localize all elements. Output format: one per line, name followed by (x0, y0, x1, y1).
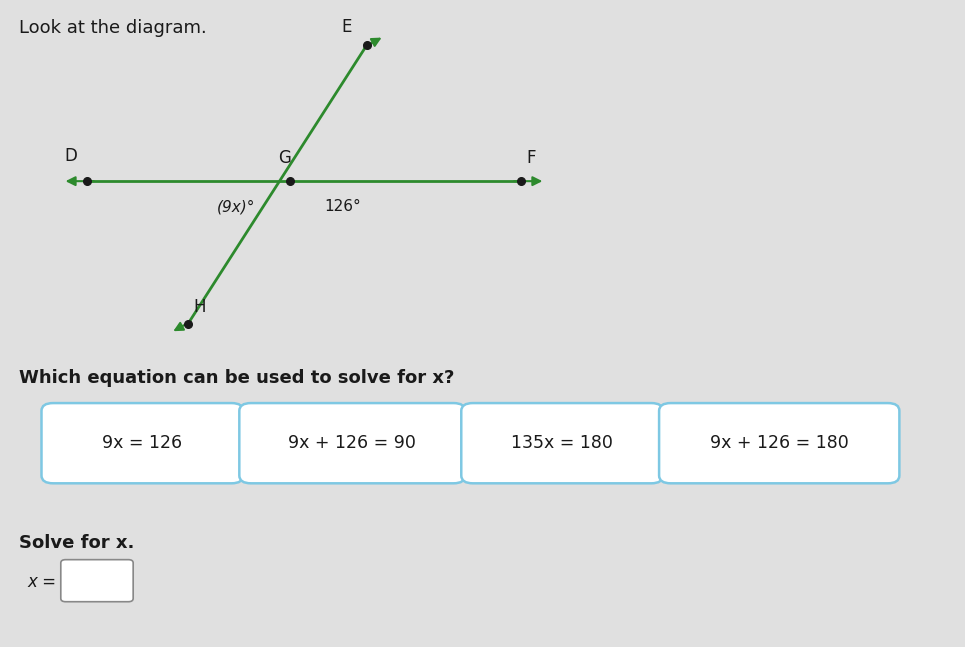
Text: (9x)°: (9x)° (217, 199, 256, 214)
FancyBboxPatch shape (239, 403, 465, 483)
FancyBboxPatch shape (61, 560, 133, 602)
Text: Solve for x.: Solve for x. (19, 534, 135, 552)
FancyBboxPatch shape (41, 403, 243, 483)
Text: 9x = 126: 9x = 126 (102, 434, 182, 452)
Text: x =: x = (27, 573, 56, 591)
Text: 135x = 180: 135x = 180 (511, 434, 613, 452)
Text: E: E (342, 17, 352, 36)
Text: H: H (193, 298, 206, 316)
Text: G: G (278, 149, 291, 167)
Text: 126°: 126° (324, 199, 361, 214)
Text: 9x + 126 = 180: 9x + 126 = 180 (710, 434, 848, 452)
FancyBboxPatch shape (461, 403, 663, 483)
Text: 9x + 126 = 90: 9x + 126 = 90 (289, 434, 416, 452)
FancyBboxPatch shape (659, 403, 899, 483)
Text: D: D (65, 147, 77, 165)
Text: F: F (526, 149, 536, 167)
Text: Which equation can be used to solve for x?: Which equation can be used to solve for … (19, 369, 455, 387)
Text: Look at the diagram.: Look at the diagram. (19, 19, 207, 38)
